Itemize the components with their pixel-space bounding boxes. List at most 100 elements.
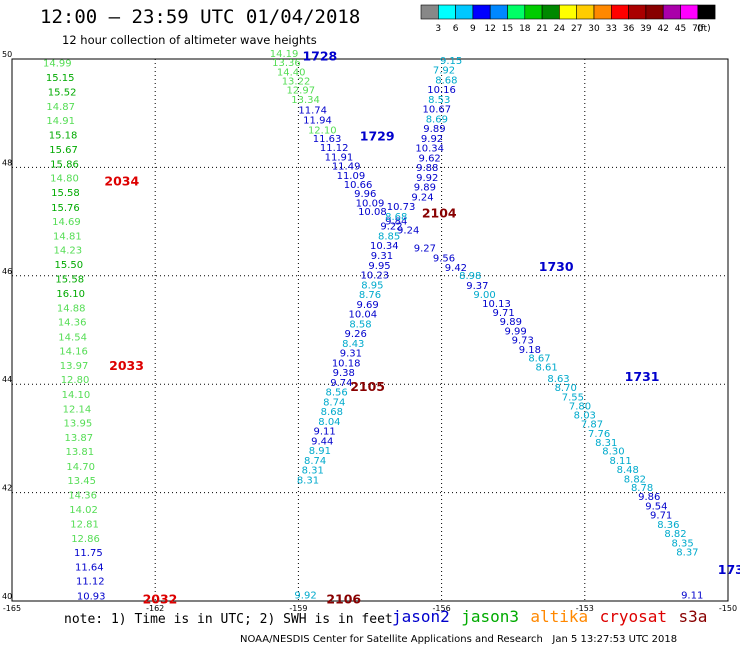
wave-height-value: 9.22: [380, 222, 402, 233]
legend-swatch: [610, 4, 629, 20]
wave-height-value: 11.49: [332, 162, 361, 173]
legend-label: 30: [588, 24, 600, 34]
wave-height-value: 14.80: [50, 173, 79, 184]
wave-height-value: 16.10: [56, 289, 85, 300]
wave-height-value: 7.80: [569, 402, 591, 413]
legend-label: 18: [519, 24, 531, 34]
legend-swatch: [593, 4, 612, 20]
wave-height-value: 9.00: [473, 290, 495, 301]
wave-height-value: 10.34: [415, 144, 444, 155]
legend-swatch: [645, 4, 664, 20]
wave-height-value: 11.94: [303, 115, 332, 126]
wave-height-value: 14.40: [277, 67, 306, 78]
wave-height-value: 9.89: [423, 124, 445, 135]
pass-number-label: 1728: [302, 49, 337, 64]
wave-height-value: 9.71: [650, 511, 672, 522]
legend-swatch: [455, 4, 474, 20]
wave-height-value: 9.89: [414, 183, 436, 194]
wave-height-value: 15.50: [54, 260, 83, 271]
wave-height-value: 8.63: [547, 374, 569, 385]
wave-height-value: 8.53: [428, 95, 450, 106]
wave-height-value: 14.99: [43, 59, 72, 70]
wave-height-value: 15.76: [51, 203, 80, 214]
wave-height-value: 9.44: [311, 436, 333, 447]
wave-height-value: 11.75: [74, 548, 103, 559]
chart-subtitle: 12 hour collection of altimeter wave hei…: [62, 33, 317, 47]
wave-height-value: 10.18: [332, 358, 361, 369]
wave-height-value: 14.19: [270, 49, 299, 60]
wave-height-value: 11.12: [320, 143, 349, 154]
wave-height-value: 10.13: [482, 299, 511, 310]
pass-number-label: 1730: [539, 259, 574, 274]
legend-label: 45: [675, 24, 686, 34]
wave-height-value: 8.31: [302, 466, 324, 477]
wave-height-value: 10.16: [427, 85, 456, 96]
wave-height-value: 8.85: [378, 231, 400, 242]
legend-label: 6: [453, 24, 459, 34]
wave-height-value: 13.34: [291, 95, 320, 106]
wave-height-value: 11.09: [337, 171, 366, 182]
pass-number-label: 1729: [360, 128, 395, 143]
wave-height-value: 9.11: [681, 590, 703, 601]
legend-swatch: [489, 4, 508, 20]
wave-height-value: 8.98: [459, 271, 481, 282]
x-tick-label: -165: [3, 604, 21, 613]
wave-height-value: 13.97: [60, 361, 89, 372]
wave-height-value: 8.58: [349, 319, 371, 330]
legend-label: 9: [470, 24, 476, 34]
legend-label: 12: [484, 24, 495, 34]
wave-height-value: 8.30: [602, 447, 624, 458]
wave-height-value: 11.91: [325, 152, 354, 163]
wave-height-value: 9.88: [416, 163, 438, 174]
wave-height-value: 8.78: [631, 483, 653, 494]
legend-label: 24: [554, 24, 566, 34]
wave-height-value: 9.62: [419, 153, 441, 164]
wave-height-value: 14.87: [46, 102, 75, 113]
wave-height-value: 8.68: [435, 75, 457, 86]
legend-label: 15: [502, 24, 513, 34]
pass-number-label: 2034: [104, 173, 139, 188]
legend-label: 21: [536, 24, 547, 34]
y-tick-label: 40: [2, 592, 12, 601]
wave-height-value: 9.73: [512, 336, 534, 347]
legend-label: 42: [657, 24, 668, 34]
legend-swatch: [524, 4, 543, 20]
wave-height-value: 8.70: [555, 383, 577, 394]
plot-frame: [11, 58, 729, 602]
wave-height-value: 9.27: [414, 243, 436, 254]
wave-height-value: 9.89: [500, 317, 522, 328]
legend-swatch: [420, 4, 439, 20]
wave-height-value: 9.69: [356, 300, 378, 311]
wave-height-value: 13.36: [272, 58, 301, 69]
legend-swatch: [559, 4, 578, 20]
wave-height-value: 9.24: [397, 226, 419, 237]
x-tick-label: -153: [576, 604, 594, 613]
x-tick-label: -159: [289, 604, 307, 613]
wave-height-value: 8.69: [426, 114, 448, 125]
wave-height-value: 8.03: [574, 410, 596, 421]
wave-height-value: 12.86: [71, 534, 100, 545]
wave-height-value: 9.11: [314, 427, 336, 438]
legend-label: 33: [606, 24, 617, 34]
credit-text: NOAA/NESDIS Center for Satellite Applica…: [240, 634, 543, 645]
wave-height-value: 9.96: [354, 189, 376, 200]
wave-height-value: 15.67: [49, 145, 78, 156]
wave-height-value: 10.66: [344, 180, 373, 191]
wave-height-value: 10.08: [358, 207, 387, 218]
wave-height-value: 13.87: [65, 433, 94, 444]
wave-height-value: 14.69: [52, 217, 81, 228]
pass-number-label: 2106: [326, 592, 361, 607]
wave-height-value: 15.86: [50, 159, 79, 170]
wave-height-value: 15.18: [49, 131, 78, 142]
wave-height-value: 9.95: [368, 261, 390, 272]
wave-height-value: 15.52: [48, 87, 77, 98]
chart-title: 12:00 – 23:59 UTC 01/04/2018: [40, 6, 361, 28]
wave-height-value: 8.31: [595, 438, 617, 449]
wave-height-value: 9.42: [445, 263, 467, 274]
wave-height-value: 7.87: [581, 420, 603, 431]
wave-height-value: 9.26: [345, 329, 367, 340]
satellite-name: jason2: [392, 607, 450, 626]
wave-height-value: 13.22: [282, 76, 311, 87]
wave-height-value: 11.64: [75, 563, 104, 574]
wave-height-value: 8.35: [672, 538, 694, 549]
